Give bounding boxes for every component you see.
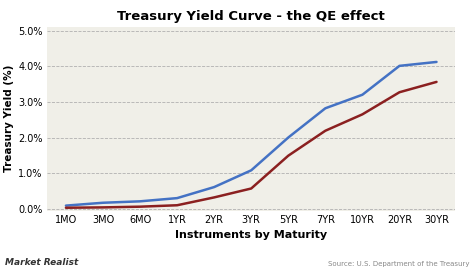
Treasury Yield (%) as on 03/03/2014: [360, 113, 365, 116]
Treasury Yield (%) as on 03/03/2014: [434, 80, 439, 83]
Treasury Yield (%) as on 06/01/2010: [360, 93, 365, 96]
Treasury Yield (%) as on 06/01/2010: [248, 169, 254, 172]
Text: Market Realist: Market Realist: [5, 258, 78, 267]
Treasury Yield (%) as on 03/03/2014: [137, 205, 143, 208]
Treasury Yield (%) as on 03/03/2014: [174, 204, 180, 207]
Treasury Yield (%) as on 03/03/2014: [322, 129, 328, 132]
Treasury Yield (%) as on 03/03/2014: [397, 91, 402, 94]
Line: Treasury Yield (%) as on 06/01/2010: Treasury Yield (%) as on 06/01/2010: [66, 62, 437, 206]
Treasury Yield (%) as on 03/03/2014: [285, 154, 291, 157]
Line: Treasury Yield (%) as on 03/03/2014: Treasury Yield (%) as on 03/03/2014: [66, 82, 437, 208]
Treasury Yield (%) as on 06/01/2010: [434, 60, 439, 63]
Y-axis label: Treasury Yield (%): Treasury Yield (%): [4, 65, 14, 173]
Treasury Yield (%) as on 06/01/2010: [211, 185, 217, 189]
Treasury Yield (%) as on 06/01/2010: [285, 136, 291, 139]
Treasury Yield (%) as on 06/01/2010: [322, 107, 328, 110]
Treasury Yield (%) as on 03/03/2014: [211, 196, 217, 199]
Treasury Yield (%) as on 03/03/2014: [248, 187, 254, 190]
Treasury Yield (%) as on 03/03/2014: [100, 206, 106, 209]
Treasury Yield (%) as on 03/03/2014: [63, 206, 69, 209]
Text: Source: U.S. Department of the Treasury: Source: U.S. Department of the Treasury: [328, 261, 469, 267]
Treasury Yield (%) as on 06/01/2010: [100, 201, 106, 204]
Treasury Yield (%) as on 06/01/2010: [63, 204, 69, 207]
X-axis label: Instruments by Maturity: Instruments by Maturity: [175, 230, 327, 240]
Treasury Yield (%) as on 06/01/2010: [137, 200, 143, 203]
Treasury Yield (%) as on 06/01/2010: [397, 64, 402, 68]
Treasury Yield (%) as on 06/01/2010: [174, 197, 180, 200]
Title: Treasury Yield Curve - the QE effect: Treasury Yield Curve - the QE effect: [118, 10, 385, 23]
